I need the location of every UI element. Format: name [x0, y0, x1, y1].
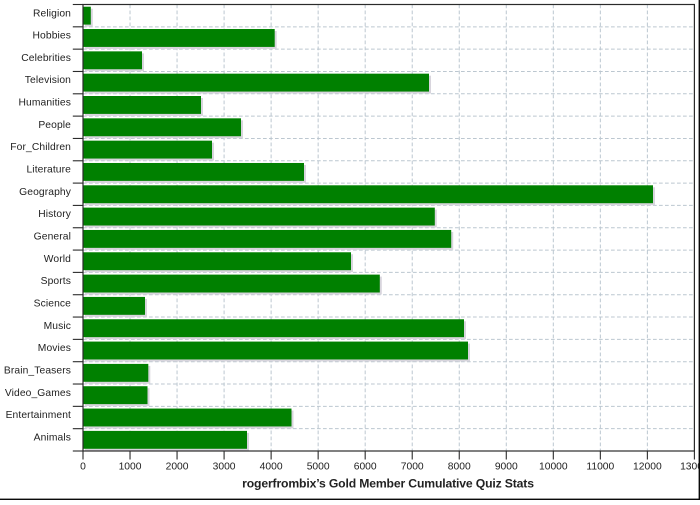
svg-text:Celebrities: Celebrities: [21, 53, 71, 64]
svg-text:Sports: Sports: [41, 276, 71, 287]
svg-text:People: People: [38, 120, 71, 131]
svg-text:World: World: [44, 254, 71, 265]
svg-text:Brain_Teasers: Brain_Teasers: [4, 365, 71, 376]
svg-text:8000: 8000: [448, 462, 471, 473]
svg-text:Literature: Literature: [26, 165, 71, 176]
svg-text:12000: 12000: [633, 462, 662, 473]
svg-text:History: History: [38, 209, 71, 220]
svg-text:7000: 7000: [401, 462, 424, 473]
svg-text:Movies: Movies: [38, 343, 71, 354]
svg-text:Religion: Religion: [33, 8, 71, 19]
svg-text:0: 0: [80, 462, 86, 473]
svg-text:Music: Music: [44, 321, 71, 332]
svg-text:5000: 5000: [307, 462, 330, 473]
svg-text:6000: 6000: [354, 462, 377, 473]
svg-text:Television: Television: [25, 75, 71, 86]
svg-text:rogerfrombix’s Gold Member Cum: rogerfrombix’s Gold Member Cumulative Qu…: [242, 477, 534, 491]
svg-text:2000: 2000: [166, 462, 189, 473]
svg-text:9000: 9000: [495, 462, 518, 473]
svg-text:11000: 11000: [586, 462, 614, 473]
svg-text:Animals: Animals: [34, 432, 71, 443]
svg-text:General: General: [34, 232, 71, 243]
svg-text:Entertainment: Entertainment: [6, 410, 71, 421]
svg-text:Hobbies: Hobbies: [33, 31, 71, 42]
svg-text:1000: 1000: [119, 462, 142, 473]
svg-text:Science: Science: [34, 298, 72, 309]
svg-text:Humanities: Humanities: [18, 98, 71, 109]
svg-text:13000: 13000: [680, 462, 700, 473]
svg-text:Video_Games: Video_Games: [5, 388, 71, 399]
svg-text:10000: 10000: [539, 462, 568, 473]
svg-text:3000: 3000: [213, 462, 236, 473]
svg-text:4000: 4000: [260, 462, 283, 473]
svg-text:Geography: Geography: [19, 187, 72, 198]
svg-text:For_Children: For_Children: [10, 142, 71, 153]
